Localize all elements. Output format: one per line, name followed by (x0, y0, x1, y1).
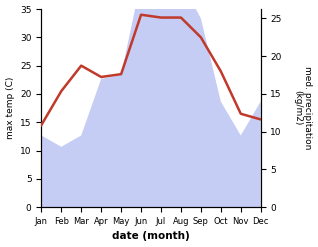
Y-axis label: max temp (C): max temp (C) (5, 77, 15, 139)
Y-axis label: med. precipitation
(kg/m2): med. precipitation (kg/m2) (293, 66, 313, 150)
X-axis label: date (month): date (month) (112, 231, 190, 242)
